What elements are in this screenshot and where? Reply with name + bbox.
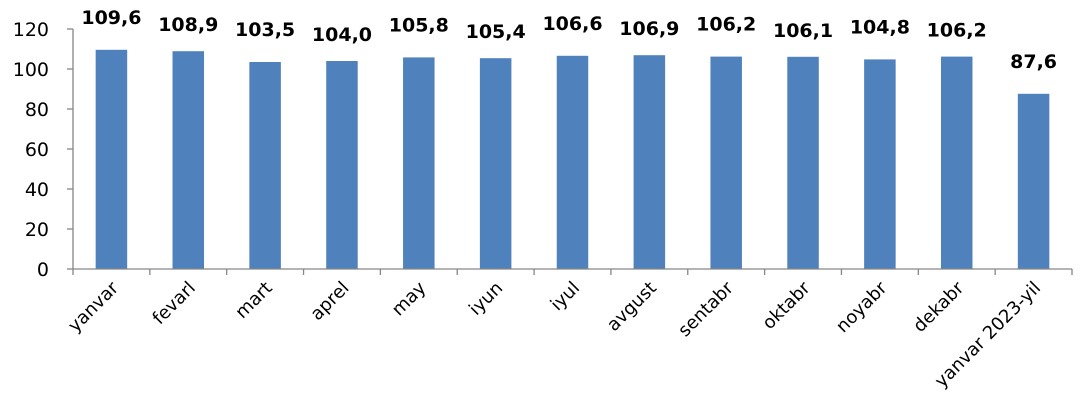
x-tick-label: may bbox=[388, 277, 431, 320]
x-tick-label: mart bbox=[231, 278, 276, 323]
x-tick-label: avgust bbox=[603, 278, 661, 336]
x-tick-label: noyabr bbox=[832, 277, 892, 337]
data-label: 104,0 bbox=[312, 24, 372, 46]
bar bbox=[940, 56, 973, 269]
x-tick-label: iyun bbox=[465, 278, 507, 320]
bar bbox=[479, 58, 512, 270]
y-tick-label: 80 bbox=[25, 99, 49, 121]
x-tick-label: aprel bbox=[306, 278, 353, 325]
data-label: 105,4 bbox=[466, 21, 526, 43]
data-label: 106,2 bbox=[696, 14, 756, 36]
data-label: 106,9 bbox=[619, 18, 679, 40]
data-label: 106,6 bbox=[542, 13, 602, 35]
bars-layer bbox=[95, 49, 1050, 270]
bar bbox=[249, 62, 281, 269]
data-label: 109,6 bbox=[81, 7, 141, 29]
bar bbox=[787, 56, 819, 269]
data-label: 87,6 bbox=[1010, 51, 1057, 73]
data-label: 105,8 bbox=[389, 14, 449, 36]
x-tick-label: fevarl bbox=[149, 278, 200, 329]
x-ticks-layer: yanvar fevarl mart aprel may iyun iyul avgust se… bbox=[64, 269, 1073, 392]
bar bbox=[326, 61, 358, 269]
x-tick-label: yanvar bbox=[64, 277, 123, 336]
data-label: 108,9 bbox=[158, 14, 218, 36]
data-label: 104,8 bbox=[850, 16, 910, 38]
data-labels-layer: 109,6 108,9 103,5 104,0 105,8 105,4 106,6 106,9… bbox=[81, 7, 1057, 73]
y-tick-label: 20 bbox=[25, 219, 49, 241]
data-label: 103,5 bbox=[235, 19, 295, 41]
x-tick-label: iyul bbox=[547, 278, 585, 316]
bar bbox=[710, 56, 742, 269]
y-tick-label: 40 bbox=[25, 179, 49, 201]
bar bbox=[556, 55, 589, 269]
bar bbox=[1017, 93, 1050, 269]
y-tick-label: 100 bbox=[13, 59, 49, 81]
data-label: 106,1 bbox=[773, 20, 833, 42]
x-tick-label: sentabr bbox=[674, 277, 738, 341]
data-label: 106,2 bbox=[927, 20, 987, 42]
bar bbox=[172, 51, 205, 270]
y-tick-label: 120 bbox=[13, 19, 49, 41]
y-tick-label: 60 bbox=[25, 139, 49, 161]
bar bbox=[95, 49, 128, 269]
x-tick-label: dekabr bbox=[909, 277, 968, 336]
y-ticks-layer: 0 20 40 60 80 100 120 bbox=[13, 19, 73, 281]
y-tick-label: 0 bbox=[37, 259, 49, 281]
x-tick-label: oktabr bbox=[758, 277, 815, 334]
bar bbox=[403, 57, 435, 270]
bar bbox=[633, 55, 666, 270]
bar bbox=[864, 59, 896, 270]
